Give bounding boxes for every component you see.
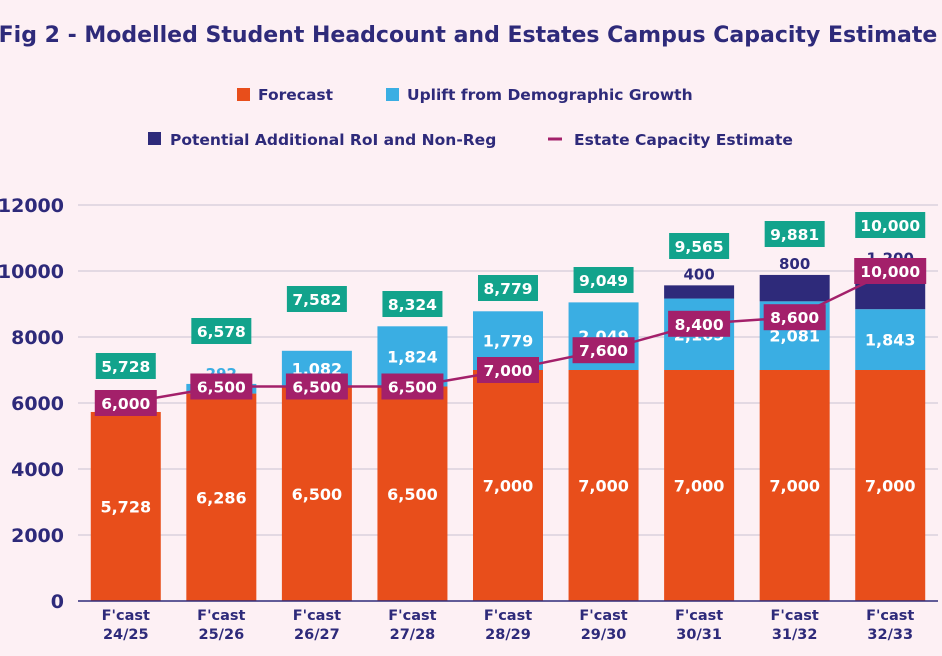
capacity-label: 6,500 [292,379,341,397]
x-tick-label: F'cast 31/32 [771,608,819,643]
legend-swatch-uplift [386,88,399,101]
bar-segment [90,411,161,601]
y-tick-label: 12000 [0,195,64,217]
bar-segment [473,370,543,601]
legend-item-uplift: Uplift from Demographic Growth [386,86,693,104]
legend-label-capacity: Estate Capacity Estimate [574,131,793,149]
total-label: 8,779 [483,280,532,298]
chart-title: Fig 2 - Modelled Student Headcount and E… [0,23,937,48]
legend-swatch-roi [148,132,161,145]
bar-segment [664,285,735,299]
y-tick-label: 8000 [11,327,64,349]
bar-segment [664,370,735,601]
y-tick-label: 2000 [11,525,64,547]
bar-segment [759,274,830,302]
x-tick-label: F'cast 32/33 [866,608,914,643]
legend-swatch-forecast [237,88,250,101]
y-tick-label: 6000 [11,393,64,415]
capacity-box [854,258,927,284]
bar-segment [568,370,639,601]
capacity-box [763,304,826,331]
total-box [286,286,347,312]
x-tick-label: F'cast 29/30 [579,608,627,643]
segment-label: 800 [779,255,810,273]
total-box [669,233,730,259]
bar-segment [855,370,926,601]
segment-label: 7,000 [483,477,534,496]
capacity-box [572,337,635,364]
legend-label-roi: Potential Additional RoI and Non-Reg [170,131,496,149]
capacity-label: 10,000 [860,263,920,281]
bar-segment [759,370,830,601]
capacity-box [190,373,253,400]
y-tick-label: 0 [51,591,64,613]
total-box [478,275,538,301]
total-labels: 5,728 6,578 7,582 8,324 8,779 9,049 9,565 9,881… [95,212,926,379]
total-label: 10,000 [860,217,920,235]
total-label: 5,728 [101,358,150,376]
capacity-label: 6,000 [101,395,150,413]
x-tick-label: F'cast 25/26 [197,608,245,643]
x-tick-label: F'cast 30/31 [675,608,723,643]
segment-label: 7,000 [865,477,916,496]
bar-segment [855,309,926,370]
segment-label: 6,500 [292,485,343,504]
y-axis: 0 2000 4000 6000 8000 10000 12000 [0,195,64,613]
legend-label-uplift: Uplift from Demographic Growth [407,86,693,104]
segment-label: 1,843 [865,331,916,350]
capacity-label: 8,600 [770,309,819,327]
total-box [95,353,156,379]
x-tick-label: F'cast 28/29 [484,608,532,643]
segment-label: 7,000 [578,477,629,496]
segment-label: 5,728 [100,497,151,516]
capacity-label: 7,000 [483,362,532,380]
bar-segment [186,393,257,601]
legend: Forecast Uplift from Demographic Growth … [148,86,793,149]
total-label: 9,881 [770,226,819,244]
bar-segment [281,386,352,601]
x-tick-label: F'cast 24/25 [102,608,150,643]
x-axis: F'cast 24/25 F'cast 25/26 F'cast 26/27 F'cast 2… [78,600,938,643]
total-label: 9,565 [675,238,724,256]
x-tick-label: F'cast 27/28 [388,608,436,643]
capacity-label: 6,500 [388,379,437,397]
bar-segment [377,386,448,601]
capacity-line: 6,000 6,500 6,500 6,500 7,000 7,600 8,400 8,600… [94,258,927,416]
segment-label: 1,779 [483,332,534,351]
segment-label: 6,500 [387,485,438,504]
capacity-box [477,357,539,383]
total-label: 9,049 [579,272,628,290]
legend-label-forecast: Forecast [258,86,334,104]
capacity-box [381,373,444,400]
total-box [191,318,252,344]
legend-item-roi: Potential Additional RoI and Non-Reg [148,131,496,149]
capacity-box [94,390,157,416]
total-box [855,212,926,238]
total-label: 8,324 [388,296,437,314]
legend-item-capacity: Estate Capacity Estimate [548,131,793,149]
legend-item-forecast: Forecast [237,86,334,104]
y-tick-label: 10000 [0,261,64,283]
segment-label: 2,081 [769,327,820,346]
bars [90,269,926,601]
segment-label: 6,286 [196,488,247,507]
segment-label: 400 [683,265,714,283]
y-tick-label: 4000 [11,459,64,481]
capacity-box [285,373,348,400]
capacity-box [668,310,731,337]
segment-label: 7,000 [674,477,725,496]
capacity-label: 8,400 [675,316,724,334]
total-box [382,291,443,317]
total-label: 7,582 [292,291,341,309]
capacity-label: 6,500 [197,379,246,397]
segment-label: 1,824 [387,347,438,366]
total-label: 6,578 [197,323,246,341]
total-box [573,267,634,293]
total-box [764,221,825,247]
capacity-label: 7,600 [579,342,628,360]
x-tick-label: F'cast 26/27 [293,608,341,643]
segment-label: 7,000 [769,477,820,496]
